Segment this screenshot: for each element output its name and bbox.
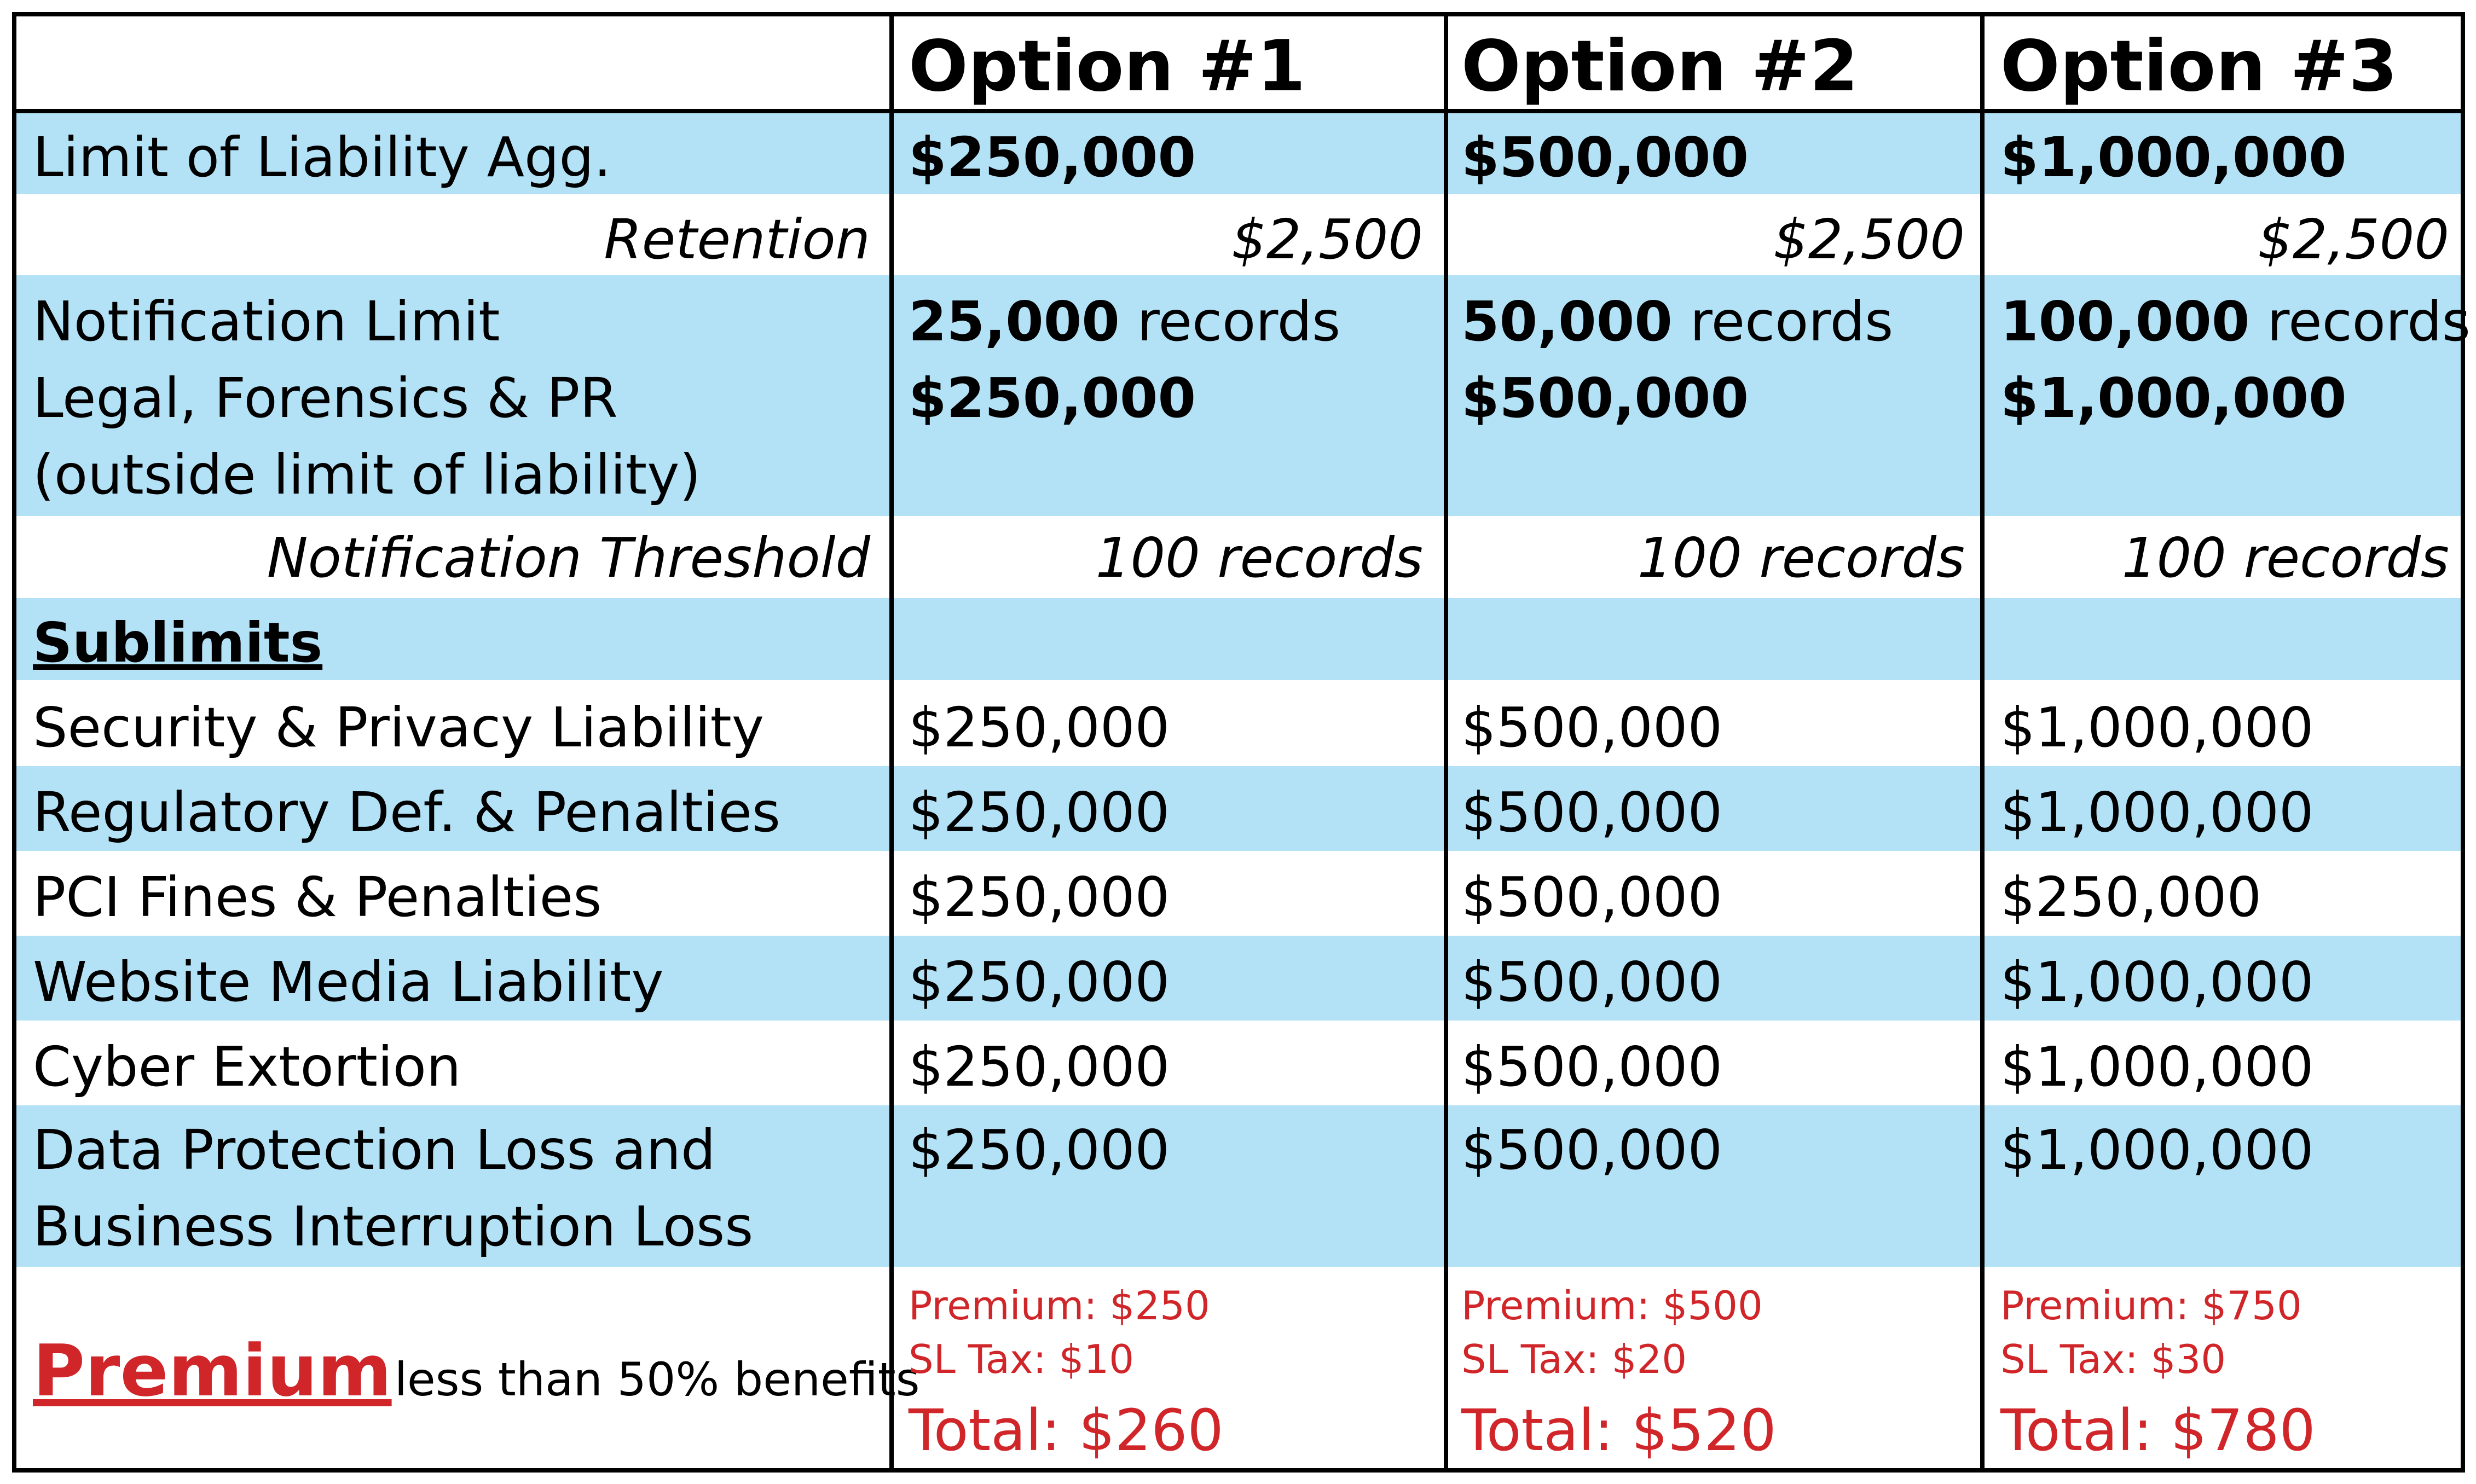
row-label-retention: Retention xyxy=(604,207,870,271)
row-label-notification-threshold: Notification Threshold xyxy=(267,526,870,590)
data-protection-option-2: $500,000 xyxy=(1461,1118,1723,1182)
limit-option-2: $500,000 xyxy=(1461,125,1749,189)
band-limit xyxy=(14,113,2463,194)
premium-amount-option-3: Premium: $750 xyxy=(2000,1283,2302,1329)
row-label-website-media: Website Media Liability xyxy=(33,950,664,1014)
regulatory-option-2: $500,000 xyxy=(1461,780,1723,844)
row-label-limit-of-liability: Limit of Liability Agg. xyxy=(33,125,611,189)
table-border-bottom xyxy=(14,1468,2463,1473)
records-unit: records xyxy=(1137,289,1341,353)
records-count: 100,000 xyxy=(2000,289,2250,353)
security-option-3: $1,000,000 xyxy=(2000,695,2314,760)
notification-amount-option-1: $250,000 xyxy=(909,366,1196,430)
premium-amount-option-2: Premium: $500 xyxy=(1461,1283,1763,1329)
premium-total-option-2: Total: $520 xyxy=(1461,1397,1777,1464)
security-option-1: $250,000 xyxy=(909,695,1170,760)
row-label-security-privacy: Security & Privacy Liability xyxy=(33,695,765,760)
retention-option-1: $2,500 xyxy=(1231,207,1423,271)
extortion-option-3: $1,000,000 xyxy=(2000,1035,2314,1099)
sl-tax-option-1: SL Tax: $10 xyxy=(909,1336,1135,1382)
row-label-legal-forensics: Legal, Forensics & PR xyxy=(33,366,618,430)
records-count: 25,000 xyxy=(909,289,1120,353)
table-border-left xyxy=(12,12,16,1473)
threshold-option-3: 100 records xyxy=(2121,526,2449,590)
records-count: 50,000 xyxy=(1461,289,1673,353)
data-protection-option-3: $1,000,000 xyxy=(2000,1118,2314,1182)
premium-note: less than 50% benefits xyxy=(394,1353,920,1406)
header-option-2: Option #2 xyxy=(1461,26,1859,107)
notification-amount-option-3: $1,000,000 xyxy=(2000,366,2347,430)
column-divider-1 xyxy=(889,12,894,1473)
notification-records-option-3: 100,000 records xyxy=(2000,294,2471,349)
row-label-outside-limit: (outside limit of liability) xyxy=(33,443,701,507)
retention-option-3: $2,500 xyxy=(2258,207,2449,271)
limit-option-1: $250,000 xyxy=(909,125,1196,189)
column-divider-2 xyxy=(1444,12,1448,1473)
band-data-protection xyxy=(14,1105,2463,1267)
threshold-option-1: 100 records xyxy=(1095,526,1423,590)
pci-option-1: $250,000 xyxy=(909,865,1170,929)
records-unit: records xyxy=(1690,289,1894,353)
row-label-business-interruption: Business Interruption Loss xyxy=(33,1195,754,1259)
premium-total-option-1: Total: $260 xyxy=(909,1397,1224,1464)
retention-option-2: $2,500 xyxy=(1773,207,1965,271)
band-website xyxy=(14,936,2463,1021)
sl-tax-option-2: SL Tax: $20 xyxy=(1461,1336,1687,1382)
header-option-3: Option #3 xyxy=(2000,26,2398,107)
premium-total-option-3: Total: $780 xyxy=(2000,1397,2316,1464)
row-label-data-protection: Data Protection Loss and xyxy=(33,1118,716,1182)
row-label-pci-fines: PCI Fines & Penalties xyxy=(33,865,602,929)
table-border-right xyxy=(2461,12,2465,1473)
website-option-2: $500,000 xyxy=(1461,950,1723,1014)
website-option-3: $1,000,000 xyxy=(2000,950,2314,1014)
security-option-2: $500,000 xyxy=(1461,695,1723,760)
pci-option-2: $500,000 xyxy=(1461,865,1723,929)
threshold-option-2: 100 records xyxy=(1637,526,1965,590)
header-option-1: Option #1 xyxy=(909,26,1306,107)
notification-records-option-1: 25,000 records xyxy=(909,294,1423,349)
premium-label: Premium xyxy=(33,1329,392,1412)
website-option-1: $250,000 xyxy=(909,950,1170,1014)
band-notification xyxy=(14,275,2463,516)
sublimits-heading: Sublimits xyxy=(33,611,323,675)
premium-amount-option-1: Premium: $250 xyxy=(909,1283,1210,1329)
sl-tax-option-3: SL Tax: $30 xyxy=(2000,1336,2226,1382)
pci-option-3: $250,000 xyxy=(2000,865,2262,929)
row-label-regulatory: Regulatory Def. & Penalties xyxy=(33,780,781,844)
row-label-cyber-extortion: Cyber Extortion xyxy=(33,1035,461,1099)
notification-records-option-2: 50,000 records xyxy=(1461,294,1965,349)
data-protection-option-1: $250,000 xyxy=(909,1118,1170,1182)
regulatory-option-3: $1,000,000 xyxy=(2000,780,2314,844)
records-unit: records xyxy=(2267,289,2471,353)
band-regulatory xyxy=(14,766,2463,851)
column-divider-3 xyxy=(1980,12,1985,1473)
band-sublimits xyxy=(14,598,2463,680)
premium-label-cell: Premium less than 50% benefits xyxy=(33,1335,919,1406)
row-label-notification-limit: Notification Limit xyxy=(33,289,500,353)
table-border-top xyxy=(14,12,2463,16)
extortion-option-1: $250,000 xyxy=(909,1035,1170,1099)
regulatory-option-1: $250,000 xyxy=(909,780,1170,844)
extortion-option-2: $500,000 xyxy=(1461,1035,1723,1099)
limit-option-3: $1,000,000 xyxy=(2000,125,2347,189)
header-divider xyxy=(14,109,2463,113)
notification-amount-option-2: $500,000 xyxy=(1461,366,1749,430)
